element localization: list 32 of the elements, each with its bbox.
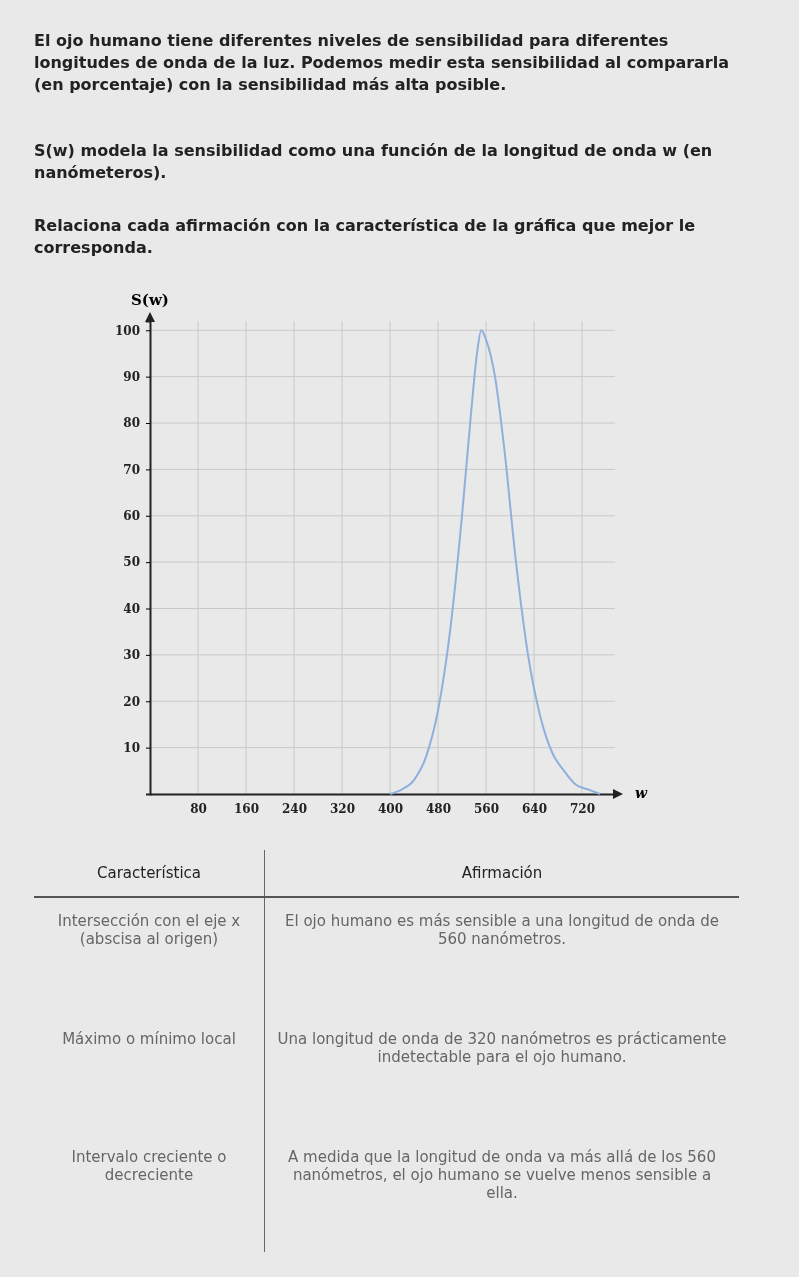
text: El ojo humano tiene diferentes niveles de sensibilidad para diferentes longitudes de onda de la luz. Podemos medir esta sensibilidad al compararla (en porcentaje) con la sensibilidad más alta posible. — [34, 30, 731, 96]
x-tick-label: 240 — [281, 801, 308, 816]
text: Característica — [34, 850, 265, 897]
text: El ojo humano es más sensible a una longitud de onda de 560 nanómetros. — [284, 911, 720, 950]
y-tick-label: 100 — [114, 323, 140, 338]
y-tick-label: 90 — [123, 369, 140, 384]
y-tick-label: 10 — [123, 740, 140, 755]
text: Afirmación — [264, 850, 739, 897]
x-tick-label: 480 — [425, 801, 452, 816]
y-tick-label: 40 — [123, 601, 140, 616]
y-tick-label: 80 — [123, 416, 140, 431]
x-tick-label: 400 — [377, 801, 404, 816]
y-tick-label: 70 — [123, 462, 140, 477]
text: Relaciona cada afirmación con la característica de la gráfica que mejor le corresponda. — [34, 215, 696, 259]
y-axis-title: S(w) — [131, 291, 169, 309]
x-tick-label: 720 — [569, 801, 596, 816]
text: A medida que la longitud de onda va más allá de los 560 nanómetros, el ojo humano se vuelve menos sensible a ella. — [287, 1147, 717, 1204]
y-tick-label: 30 — [123, 648, 140, 663]
y-tick-label: 20 — [123, 694, 140, 709]
text: Intervalo creciente o decreciente — [34, 1134, 265, 1252]
text: Intersección con el eje x (abscisa al origen) — [34, 897, 265, 1016]
text: S(w) modela la sensibilidad como una función de la longitud de onda w (en nanómeteros). — [34, 140, 714, 184]
x-tick-label: 560 — [473, 801, 500, 816]
text: Máximo o mínimo local — [34, 1016, 265, 1134]
y-tick-label: 60 — [123, 509, 140, 524]
x-tick-label: 160 — [233, 801, 260, 816]
text: Una longitud de onda de 320 nanómetros es prácticamente indetectable para el ojo humano. — [276, 1029, 728, 1068]
y-tick-label: 50 — [123, 555, 140, 570]
x-tick-label: 80 — [190, 801, 207, 816]
x-tick-label: 640 — [521, 801, 548, 816]
x-tick-label: 320 — [329, 801, 356, 816]
x-axis-title: w — [635, 785, 648, 801]
